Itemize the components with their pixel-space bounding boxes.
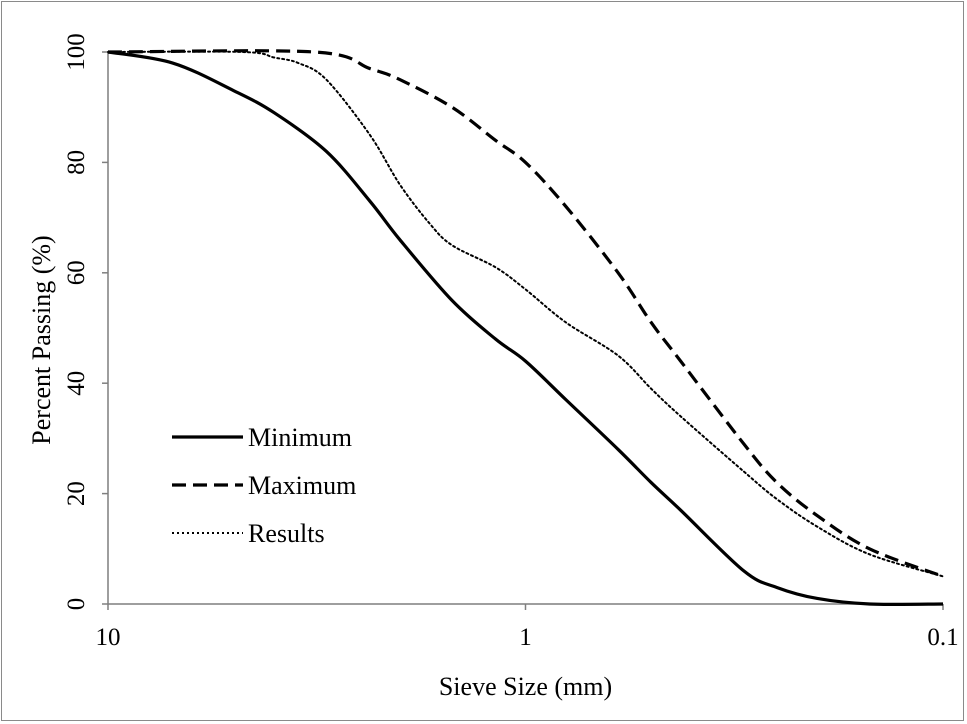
- y-tick-label: 20: [63, 481, 90, 506]
- y-tick-label: 100: [63, 33, 90, 71]
- x-tick-labels: 10 1 0.1: [96, 604, 959, 651]
- y-tick-label: 0: [63, 598, 90, 611]
- legend-label-results: Results: [248, 519, 325, 548]
- x-tick-label: 10: [96, 624, 121, 651]
- legend-label-minimum: Minimum: [248, 423, 352, 452]
- series-lines: [107, 49, 944, 607]
- series-line-maximum: [107, 49, 944, 578]
- y-tick-labels: 0 20 40 60 80 100: [63, 33, 108, 610]
- legend-label-maximum: Maximum: [248, 471, 356, 500]
- x-tick-label: 0.1: [927, 624, 958, 651]
- y-tick-label: 60: [63, 260, 90, 285]
- series-line-minimum: [107, 50, 944, 607]
- legend: Minimum Maximum Results: [172, 423, 356, 548]
- x-axis-title: Sieve Size (mm): [439, 672, 612, 701]
- axes: [107, 52, 943, 605]
- y-tick-label: 40: [63, 371, 90, 396]
- y-axis-title: Percent Passing (%): [27, 235, 56, 444]
- x-tick-label: 1: [519, 624, 532, 651]
- series-line-results: [107, 50, 944, 578]
- y-tick-label: 80: [63, 150, 90, 175]
